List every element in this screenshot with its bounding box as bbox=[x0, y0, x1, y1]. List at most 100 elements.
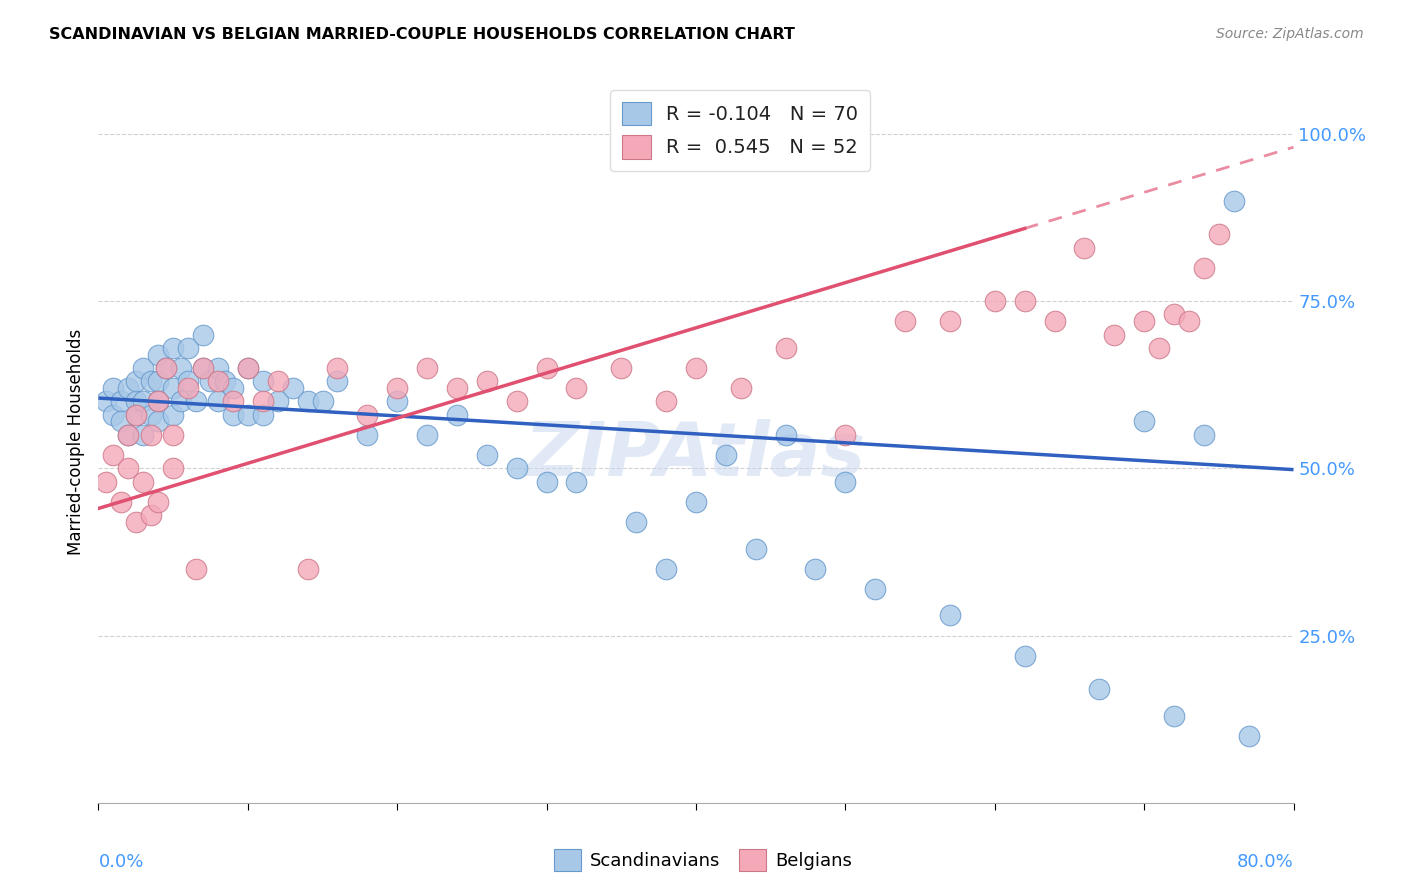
Point bbox=[610, 361, 633, 376]
Text: Source: ZipAtlas.com: Source: ZipAtlas.com bbox=[1216, 27, 1364, 41]
Point bbox=[865, 582, 887, 596]
Point bbox=[655, 562, 678, 576]
Point bbox=[506, 461, 529, 475]
Point bbox=[207, 394, 229, 409]
Point bbox=[297, 394, 319, 409]
Point bbox=[148, 394, 170, 409]
Point bbox=[565, 475, 588, 489]
Point bbox=[94, 394, 117, 409]
Point bbox=[139, 508, 162, 523]
Point bbox=[155, 361, 177, 376]
Point bbox=[222, 394, 245, 409]
Point bbox=[148, 494, 170, 508]
Point bbox=[1073, 241, 1095, 255]
Point bbox=[1043, 314, 1066, 328]
Point bbox=[655, 394, 678, 409]
Point bbox=[326, 361, 349, 376]
Point bbox=[326, 375, 349, 389]
Point bbox=[155, 361, 177, 376]
Point bbox=[103, 448, 125, 462]
Point bbox=[385, 381, 409, 395]
Point bbox=[207, 375, 229, 389]
Point bbox=[110, 494, 132, 508]
Point bbox=[125, 515, 148, 529]
Point bbox=[894, 314, 917, 328]
Point bbox=[626, 515, 648, 529]
Point bbox=[506, 394, 529, 409]
Point bbox=[1192, 427, 1215, 442]
Text: ZIPAtlas: ZIPAtlas bbox=[526, 419, 866, 492]
Point bbox=[222, 381, 245, 395]
Point bbox=[117, 381, 139, 395]
Point bbox=[94, 475, 117, 489]
Point bbox=[804, 562, 827, 576]
Text: SCANDINAVIAN VS BELGIAN MARRIED-COUPLE HOUSEHOLDS CORRELATION CHART: SCANDINAVIAN VS BELGIAN MARRIED-COUPLE H… bbox=[49, 27, 794, 42]
Point bbox=[139, 375, 162, 389]
Point bbox=[1208, 227, 1230, 242]
Point bbox=[132, 427, 155, 442]
Point bbox=[177, 341, 200, 355]
Point bbox=[1147, 341, 1170, 355]
Point bbox=[200, 375, 222, 389]
Point bbox=[939, 608, 962, 623]
Point bbox=[125, 375, 148, 389]
Point bbox=[177, 381, 200, 395]
Point bbox=[148, 375, 170, 389]
Point bbox=[162, 461, 184, 475]
Point bbox=[356, 427, 378, 442]
Point bbox=[162, 341, 184, 355]
Text: 0.0%: 0.0% bbox=[98, 854, 143, 871]
Point bbox=[685, 494, 707, 508]
Point bbox=[775, 427, 797, 442]
Point bbox=[110, 394, 132, 409]
Point bbox=[834, 475, 856, 489]
Point bbox=[446, 408, 468, 422]
Point bbox=[125, 408, 148, 422]
Point bbox=[125, 394, 148, 409]
Point bbox=[236, 361, 259, 376]
Point bbox=[132, 394, 155, 409]
Point bbox=[1163, 708, 1185, 723]
Point bbox=[1178, 314, 1201, 328]
Point bbox=[252, 408, 274, 422]
Point bbox=[267, 394, 290, 409]
Point bbox=[148, 348, 170, 362]
Point bbox=[1014, 648, 1036, 663]
Point bbox=[110, 414, 132, 429]
Point bbox=[834, 427, 856, 442]
Point bbox=[236, 408, 259, 422]
Legend: Scandinavians, Belgians: Scandinavians, Belgians bbox=[547, 842, 859, 879]
Point bbox=[148, 414, 170, 429]
Point bbox=[117, 427, 139, 442]
Point bbox=[169, 361, 191, 376]
Point bbox=[1223, 194, 1246, 208]
Point bbox=[132, 361, 155, 376]
Point bbox=[356, 408, 378, 422]
Point bbox=[1237, 729, 1260, 743]
Point bbox=[207, 361, 229, 376]
Point bbox=[1163, 307, 1185, 322]
Point bbox=[191, 361, 214, 376]
Point bbox=[385, 394, 409, 409]
Point bbox=[475, 375, 498, 389]
Point bbox=[730, 381, 752, 395]
Point bbox=[536, 361, 558, 376]
Point bbox=[148, 394, 170, 409]
Point bbox=[214, 375, 236, 389]
Point bbox=[1104, 327, 1126, 342]
Point bbox=[714, 448, 737, 462]
Point bbox=[1088, 681, 1111, 696]
Point bbox=[984, 294, 1007, 309]
Point bbox=[139, 408, 162, 422]
Legend: R = -0.104   N = 70, R =  0.545   N = 52: R = -0.104 N = 70, R = 0.545 N = 52 bbox=[610, 90, 870, 170]
Point bbox=[281, 381, 304, 395]
Point bbox=[169, 394, 191, 409]
Point bbox=[1192, 260, 1215, 275]
Point bbox=[252, 394, 274, 409]
Point bbox=[311, 394, 333, 409]
Y-axis label: Married-couple Households: Married-couple Households bbox=[66, 328, 84, 555]
Point bbox=[191, 361, 214, 376]
Point bbox=[267, 375, 290, 389]
Point bbox=[103, 381, 125, 395]
Point bbox=[446, 381, 468, 395]
